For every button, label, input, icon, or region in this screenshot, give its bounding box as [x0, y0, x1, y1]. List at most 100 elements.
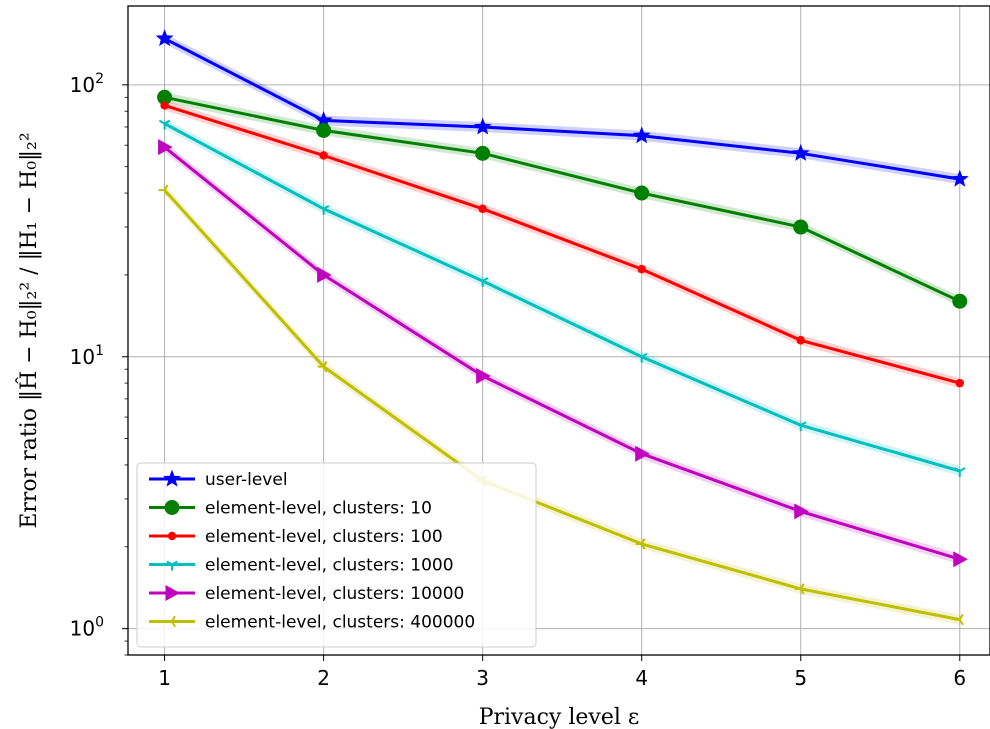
marker-stroke — [954, 467, 961, 472]
legend-label: user-level — [205, 470, 288, 490]
series-line — [163, 37, 961, 181]
marker-dot — [319, 151, 328, 160]
marker-stroke — [799, 583, 805, 590]
y-tick-label: 102 — [70, 71, 104, 97]
legend-entry: user-level — [149, 469, 288, 490]
marker-dot — [796, 336, 805, 345]
marker-stroke — [800, 421, 807, 427]
marker-stroke — [322, 360, 328, 368]
marker-star — [473, 117, 492, 135]
marker-stroke — [795, 421, 802, 427]
marker-triangle-right — [317, 266, 332, 283]
x-tick-label: 3 — [476, 666, 489, 690]
marker-triangle-right — [635, 445, 650, 462]
marker-circle — [475, 145, 491, 161]
marker-star — [632, 126, 651, 144]
marker-stroke — [163, 189, 169, 196]
series-lines — [155, 29, 969, 626]
marker-circle — [316, 122, 332, 138]
marker-stroke — [799, 588, 805, 595]
marker-tri-down — [954, 467, 966, 478]
marker-circle — [157, 89, 173, 105]
marker-stroke — [323, 204, 330, 210]
marker-stroke — [317, 204, 325, 210]
marker-stroke — [163, 184, 169, 191]
marker-tri-left — [635, 538, 646, 550]
marker-tri-down — [476, 277, 489, 287]
series-line — [163, 189, 961, 622]
legend: user-level element-level, clusters: 10 ele… — [136, 462, 537, 648]
marker-circle — [164, 500, 180, 515]
marker-stroke — [171, 621, 176, 628]
marker-triangle-right — [165, 585, 180, 601]
marker-tri-left — [953, 613, 964, 626]
x-tick-label: 4 — [635, 666, 648, 690]
legend-entry: element-level, clusters: 100 — [149, 527, 443, 547]
marker-tri-left — [794, 583, 805, 595]
series-line — [163, 122, 961, 473]
legend-label: element-level, clusters: 10 — [205, 499, 432, 519]
marker-stroke — [636, 352, 643, 358]
marker-tri-left — [317, 360, 328, 373]
plot-frame — [127, 5, 990, 656]
marker-dot — [637, 264, 646, 274]
marker-stroke — [958, 613, 964, 621]
legend-entry: element-level, clusters: 10 — [149, 499, 432, 519]
marker-tri-left — [158, 184, 169, 196]
series-line — [164, 103, 961, 385]
marker-stroke — [476, 277, 484, 282]
series-1 — [155, 29, 969, 187]
x-tick-label: 6 — [953, 666, 966, 690]
marker-tri-left — [166, 615, 176, 628]
marker-circle — [634, 185, 650, 201]
marker-stroke — [959, 467, 966, 472]
y-tick-label: 101 — [70, 343, 104, 369]
marker-dot — [167, 531, 177, 541]
legend-label: element-level, clusters: 1000 — [205, 556, 454, 576]
series-4 — [158, 119, 966, 478]
marker-triangle-right — [953, 551, 968, 568]
marker-tri-down — [166, 560, 178, 571]
marker-stroke — [482, 277, 489, 282]
marker-stroke — [640, 543, 646, 550]
marker-triangle-right — [158, 139, 173, 156]
y-axis-label-group: Error ratio ‖Ĥ − H₀‖₂² / ‖H₁ − H₀‖₂² — [15, 132, 42, 528]
series-band — [164, 100, 960, 389]
legend-label: element-level, clusters: 100 — [205, 527, 443, 547]
marker-tri-down — [636, 352, 648, 363]
legend-box — [136, 462, 537, 648]
marker-stroke — [166, 560, 173, 566]
x-tick-label: 5 — [794, 666, 807, 690]
marker-circle — [952, 293, 968, 309]
y-tick-label: 100 — [70, 615, 104, 641]
marker-stroke — [958, 619, 964, 626]
series-3 — [160, 101, 964, 388]
y-axis-label: Error ratio ‖Ĥ − H₀‖₂² / ‖H₁ − H₀‖₂² — [15, 132, 42, 528]
marker-dot — [478, 204, 487, 214]
marker-stroke — [640, 538, 646, 545]
legend-entry: element-level, clusters: 10000 — [149, 584, 464, 604]
marker-stroke — [164, 119, 171, 125]
marker-tri-down — [158, 119, 171, 130]
marker-star — [163, 469, 181, 487]
series-line — [163, 146, 961, 561]
marker-circle — [793, 219, 809, 235]
series-5 — [158, 139, 968, 568]
marker-star — [791, 143, 810, 161]
legend-entry: element-level, clusters: 400000 — [149, 613, 475, 633]
marker-stroke — [171, 560, 178, 566]
x-axis-label: Privacy level ε — [479, 705, 640, 729]
series-band — [164, 92, 960, 307]
marker-triangle-right — [794, 503, 809, 520]
legend-entry: element-level, clusters: 1000 — [149, 556, 454, 576]
marker-dot — [955, 378, 964, 388]
series-band — [164, 33, 960, 185]
axis-ticks: 1 2 3 4 5 6 100 101 102 — [70, 71, 967, 690]
legend-label: element-level, clusters: 10000 — [205, 584, 464, 604]
x-tick-label: 2 — [317, 666, 330, 690]
legend-label: element-level, clusters: 400000 — [205, 613, 475, 633]
series-line — [164, 95, 961, 303]
marker-tri-down — [317, 204, 330, 215]
marker-tri-down — [795, 421, 807, 432]
